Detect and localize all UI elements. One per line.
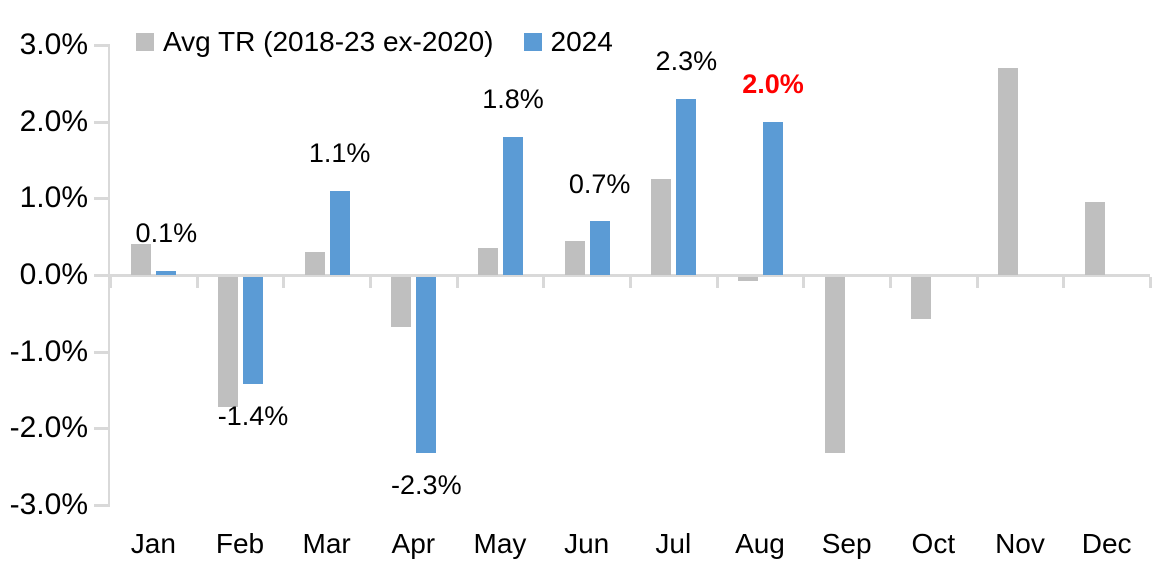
bar-2024-may [503,137,523,275]
y-axis-label: 3.0% [19,28,88,61]
bar-2024-feb [243,277,263,385]
x-axis-label-jan: Jan [130,528,176,559]
x-axis-tick [1149,277,1152,288]
y-axis-label: -2.0% [9,411,88,445]
data-label-jan: 0.1% [135,218,198,249]
x-axis-label-may: May [473,528,527,559]
x-axis-label-feb: Feb [215,528,265,559]
legend-item: Avg TR (2018-23 ex-2020) [136,28,494,56]
x-axis-label-dec: Dec [1081,528,1132,559]
bar-2024-aug [763,121,783,275]
bar-2024-jul [676,98,697,275]
x-axis-tick [109,277,112,288]
legend-label: Avg TR (2018-23 ex-2020) [163,26,494,57]
y-axis-label: 0.0% [19,258,88,291]
bar-2024-mar [329,190,350,275]
bar-avg-jan [131,244,152,275]
y-axis-label: -3.0% [9,488,88,521]
x-axis-tick [542,277,546,288]
data-label-feb: -1.4% [217,401,289,432]
x-axis-tick [455,277,459,288]
legend-item: 2024 [523,26,613,57]
y-axis-tick [94,197,110,201]
x-axis-label-mar: Mar [302,528,351,559]
legend-swatch-icon [136,33,154,51]
bar-avg-feb [218,277,238,408]
bar-avg-dec [1084,202,1105,275]
x-axis-tick [889,277,892,288]
x-axis-label-aug: Aug [735,528,785,559]
y-axis-label: 1.0% [19,181,88,215]
data-label-aug: 2.0% [742,68,804,99]
x-axis-label-sep: Sep [821,528,872,559]
data-label-apr: -2.3% [391,470,462,501]
x-axis-label-nov: Nov [995,528,1045,559]
x-axis-tick [715,277,719,288]
bar-avg-aug [738,277,758,281]
data-label-jun: 0.7% [568,168,631,199]
x-axis-tick [1062,277,1066,288]
x-axis-tick [802,277,806,288]
y-axis-tick [94,44,110,47]
legend-swatch-icon [523,33,542,51]
y-axis-label: -1.0% [9,334,88,368]
data-label-mar: 1.1% [308,137,371,168]
y-axis-line [108,45,110,505]
x-axis-label-jun: Jun [564,528,610,559]
bar-avg-jul [651,179,672,275]
y-axis-label: 2.0% [19,104,88,138]
x-axis-tick [975,277,979,288]
y-axis-tick [94,350,110,354]
x-axis-tick [195,277,199,288]
bar-avg-jun [564,240,585,275]
x-axis-line [110,274,1150,277]
y-axis-tick [94,504,110,507]
x-axis-label-jul: Jul [655,528,692,559]
bar-avg-mar [304,252,325,275]
x-axis-label-apr: Apr [391,528,436,559]
bar-avg-nov [998,68,1018,275]
y-axis-tick [94,120,110,124]
y-axis-tick [94,427,110,431]
x-axis-tick [629,277,632,288]
bar-2024-jun [589,221,610,275]
bar-2024-jan [156,271,177,275]
x-axis-tick [282,277,286,288]
y-axis-tick [94,274,110,277]
bar-avg-may [478,248,498,275]
bar-avg-oct [911,277,932,320]
data-label-may: 1.8% [482,84,544,115]
legend-label: 2024 [550,26,613,57]
x-axis-tick [369,277,372,288]
bar-2024-apr [416,277,437,454]
bar-avg-apr [391,277,412,327]
data-label-jul: 2.3% [655,45,718,76]
x-axis-label-oct: Oct [911,528,956,559]
bar-avg-sep [824,277,845,454]
legend: Avg TR (2018-23 ex-2020) 2024 [136,28,613,56]
